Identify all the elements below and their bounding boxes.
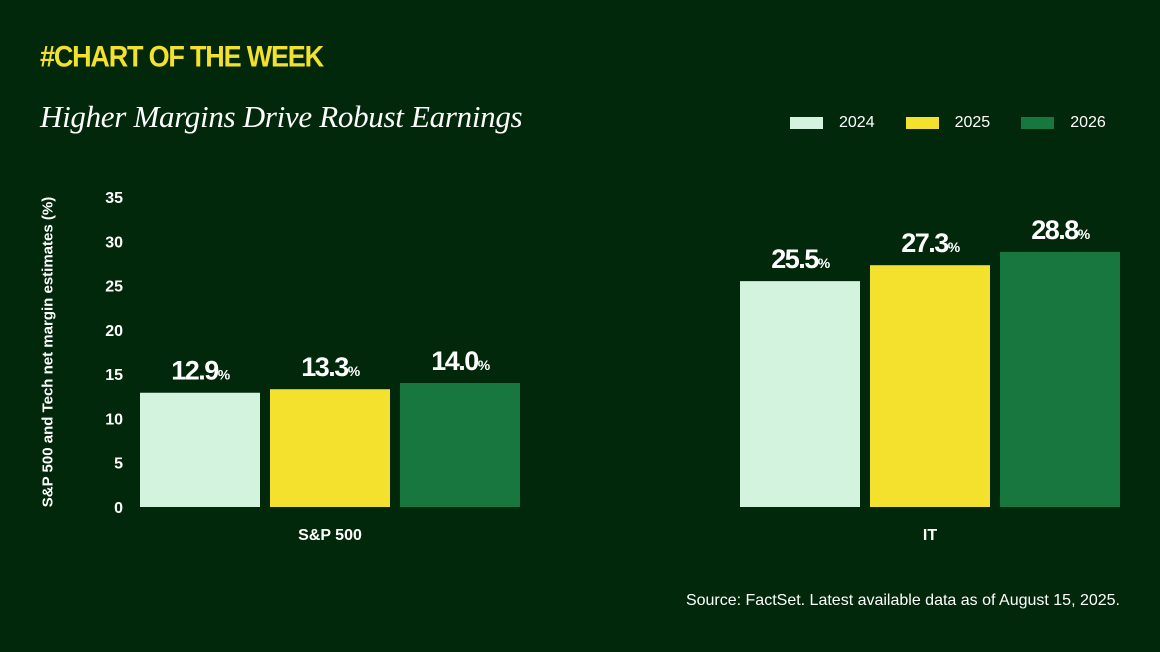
- bar-it-2025: [870, 265, 990, 507]
- chart-of-the-week-tag: #CHART OF THE WEEK: [40, 40, 324, 74]
- chart-title: Higher Margins Drive Robust Earnings: [40, 99, 523, 134]
- data-label-it-2025: 27.3%: [901, 228, 961, 258]
- legend: 2024 2025 2026: [790, 114, 1106, 132]
- y-tick-label-20: 20: [105, 323, 123, 340]
- y-tick-label-25: 25: [105, 279, 123, 296]
- y-tick-label-30: 30: [105, 234, 123, 251]
- legend-swatch-2025: [905, 117, 939, 129]
- legend-swatch-2026: [1021, 117, 1055, 129]
- data-label-s-p-500-2026: 14.0%: [431, 346, 491, 376]
- legend-label-2024: 2024: [839, 114, 875, 131]
- y-tick-label-35: 35: [105, 190, 123, 207]
- y-tick-label-5: 5: [114, 456, 123, 473]
- legend-label-2026: 2026: [1070, 114, 1106, 131]
- y-tick-label-15: 15: [105, 367, 123, 384]
- legend-item-2026: 2026: [1021, 114, 1106, 132]
- bar-it-2024: [740, 281, 860, 507]
- legend-item-2024: 2024: [790, 114, 875, 132]
- y-tick-label-10: 10: [105, 411, 123, 428]
- data-label-it-2026: 28.8%: [1031, 215, 1091, 245]
- legend-item-2025: 2025: [905, 114, 991, 132]
- bar-s-p-500-2024: [140, 392, 260, 507]
- legend-swatch-2024: [790, 117, 823, 129]
- data-label-s-p-500-2025: 13.3%: [301, 352, 361, 382]
- bar-s-p-500-2025: [270, 389, 390, 507]
- legend-label-2025: 2025: [954, 114, 991, 131]
- bar-s-p-500-2026: [400, 383, 520, 507]
- bar-it-2026: [1000, 251, 1120, 507]
- y-tick-label-0: 0: [114, 500, 123, 517]
- source-note: Source: FactSet. Latest available data a…: [685, 592, 1120, 609]
- data-label-s-p-500-2024: 12.9%: [171, 356, 231, 386]
- data-label-it-2024: 25.5%: [771, 244, 831, 274]
- x-category-label-s-p-500: S&P 500: [298, 527, 362, 544]
- x-category-label-it: IT: [923, 527, 937, 544]
